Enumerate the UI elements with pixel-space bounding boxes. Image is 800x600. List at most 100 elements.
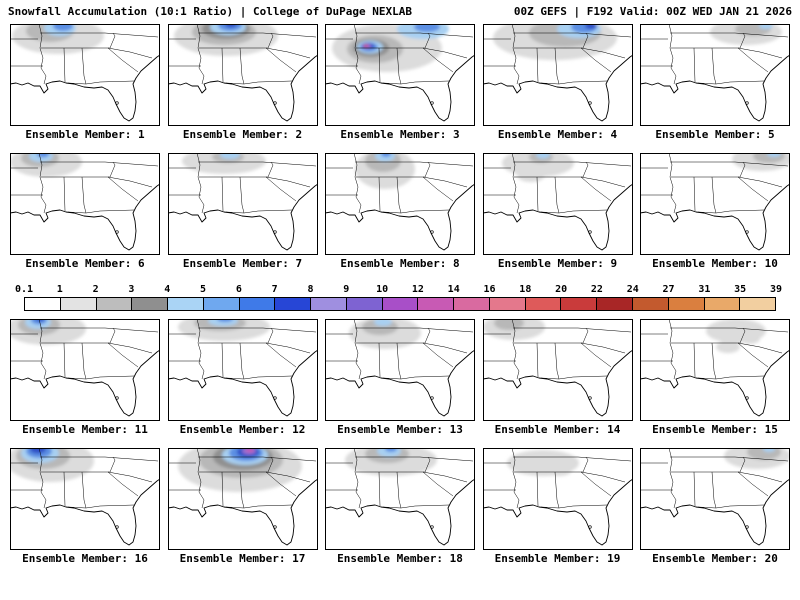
ensemble-panel: Ensemble Member: 17 <box>167 448 318 565</box>
colorbar-segment <box>239 298 276 310</box>
ensemble-panel: Ensemble Member: 6 <box>10 153 160 270</box>
panel-label: Ensemble Member: 17 <box>179 552 306 565</box>
colorbar-segment <box>203 298 240 310</box>
panel-map <box>640 153 790 255</box>
ensemble-panel: Ensemble Member: 19 <box>482 448 633 565</box>
colorbar-tick-label: 18 <box>519 284 532 295</box>
panel-frame <box>167 319 318 421</box>
colorbar-segment <box>489 298 526 310</box>
ensemble-panel: Ensemble Member: 14 <box>482 319 633 436</box>
snowfall-shading <box>181 153 266 174</box>
panel-frame <box>640 448 790 550</box>
panel-map <box>325 24 475 126</box>
panel-frame <box>325 153 475 255</box>
ensemble-panel: Ensemble Member: 16 <box>10 448 160 565</box>
panel-label: Ensemble Member: 15 <box>652 423 778 436</box>
panel-frame <box>640 319 790 421</box>
panel-frame <box>482 448 633 550</box>
snowfall-shading <box>482 319 545 340</box>
panel-map <box>482 448 633 550</box>
colorbar-segment <box>132 298 169 310</box>
colorbar-segment <box>346 298 383 310</box>
ensemble-panel: Ensemble Member: 1 <box>10 24 160 141</box>
panel-frame <box>10 448 160 550</box>
snowfall-shading <box>355 153 415 189</box>
run-valid-time: 00Z GEFS | F192 Valid: 00Z WED JAN 21 20… <box>513 5 792 18</box>
colorbar-tick-label: 35 <box>734 284 747 295</box>
snowfall-shading <box>349 319 421 349</box>
colorbar-segment <box>668 298 705 310</box>
snowfall-shading <box>345 448 437 476</box>
snowfall-shading <box>732 153 790 171</box>
panel-frame <box>482 24 633 126</box>
snowfall-shading <box>10 319 86 345</box>
ensemble-panel: Ensemble Member: 11 <box>10 319 160 436</box>
colorbar-tick-label: 4 <box>164 284 171 295</box>
snowfall-shading <box>492 24 617 60</box>
colorbar-tick-label: 10 <box>376 284 389 295</box>
colorbar-segment <box>96 298 133 310</box>
ensemble-grid-top: Ensemble Member: 1 Ensemble Member: 2 Ense… <box>0 24 800 282</box>
panel-map <box>167 448 318 550</box>
colorbar-tick-label: 3 <box>128 284 135 295</box>
colorbar-tick-label: 39 <box>769 284 783 295</box>
panel-map <box>167 153 318 255</box>
colorbar-segment <box>382 298 419 310</box>
panel-frame <box>482 153 633 255</box>
panel-label: Ensemble Member: 9 <box>497 257 618 270</box>
colorbar-segment <box>25 298 61 310</box>
panel-label: Ensemble Member: 4 <box>497 128 618 141</box>
ensemble-panel: Ensemble Member: 20 <box>640 448 790 565</box>
panel-label: Ensemble Member: 19 <box>494 552 621 565</box>
panel-map <box>167 319 318 421</box>
colorbar-tick-label: 0.1 <box>14 284 34 295</box>
snowfall-shading <box>706 319 766 353</box>
panel-label: Ensemble Member: 20 <box>652 552 778 565</box>
panel-map <box>10 319 160 421</box>
colorbar-scale <box>24 297 776 311</box>
panel-frame <box>640 24 790 126</box>
colorbar-tick-label: 8 <box>307 284 314 295</box>
snowfall-shading <box>710 24 782 45</box>
colorbar-tick-label: 24 <box>626 284 639 295</box>
panel-frame <box>167 24 318 126</box>
colorbar-segment <box>311 298 347 310</box>
panel-map <box>325 153 475 255</box>
ensemble-panel: Ensemble Member: 10 <box>640 153 790 270</box>
snowfall-shading <box>173 24 278 56</box>
panel-label: Ensemble Member: 6 <box>25 257 145 270</box>
colorbar-segment <box>561 298 598 310</box>
colorbar-segment <box>454 298 490 310</box>
panel-map <box>640 448 790 550</box>
colorbar-segment <box>633 298 669 310</box>
colorbar-tick-label: 14 <box>447 284 460 295</box>
colorbar-tick-label: 16 <box>483 284 496 295</box>
panel-label: Ensemble Member: 11 <box>22 423 148 436</box>
panel-map <box>325 319 475 421</box>
colorbar: 0.1 1 2 3 4 5 6 7 8 9 10 12 14 16 18 20 22 24 27 31 35 39 <box>15 284 782 311</box>
panel-label: Ensemble Member: 18 <box>337 552 463 565</box>
colorbar-segment <box>168 298 204 310</box>
colorbar-labels: 0.1 1 2 3 4 5 6 7 8 9 10 12 14 16 18 20 22 24 27 31 35 39 <box>15 284 782 297</box>
header: Snowfall Accumulation (10:1 Ratio) | Col… <box>0 0 800 24</box>
snowfall-shading <box>506 450 579 476</box>
panel-map <box>10 153 160 255</box>
product-title: Snowfall Accumulation (10:1 Ratio) | Col… <box>8 5 412 18</box>
colorbar-segment <box>740 298 776 310</box>
colorbar-segment <box>275 298 312 310</box>
panel-frame <box>640 153 790 255</box>
colorbar-segment <box>597 298 634 310</box>
panel-map <box>640 24 790 126</box>
panel-frame <box>482 319 633 421</box>
panel-map <box>167 24 318 126</box>
ensemble-grid-bottom: Ensemble Member: 11 Ensemble Member: 12 En… <box>0 319 800 577</box>
colorbar-tick-label: 5 <box>200 284 207 295</box>
colorbar-tick-label: 31 <box>698 284 711 295</box>
ensemble-panel: Ensemble Member: 15 <box>640 319 790 436</box>
panel-frame <box>167 448 318 550</box>
panel-label: Ensemble Member: 3 <box>340 128 460 141</box>
panel-map <box>10 24 160 126</box>
snowfall-shading <box>501 153 574 182</box>
panel-label: Ensemble Member: 5 <box>655 128 775 141</box>
colorbar-tick-label: 7 <box>271 284 278 295</box>
